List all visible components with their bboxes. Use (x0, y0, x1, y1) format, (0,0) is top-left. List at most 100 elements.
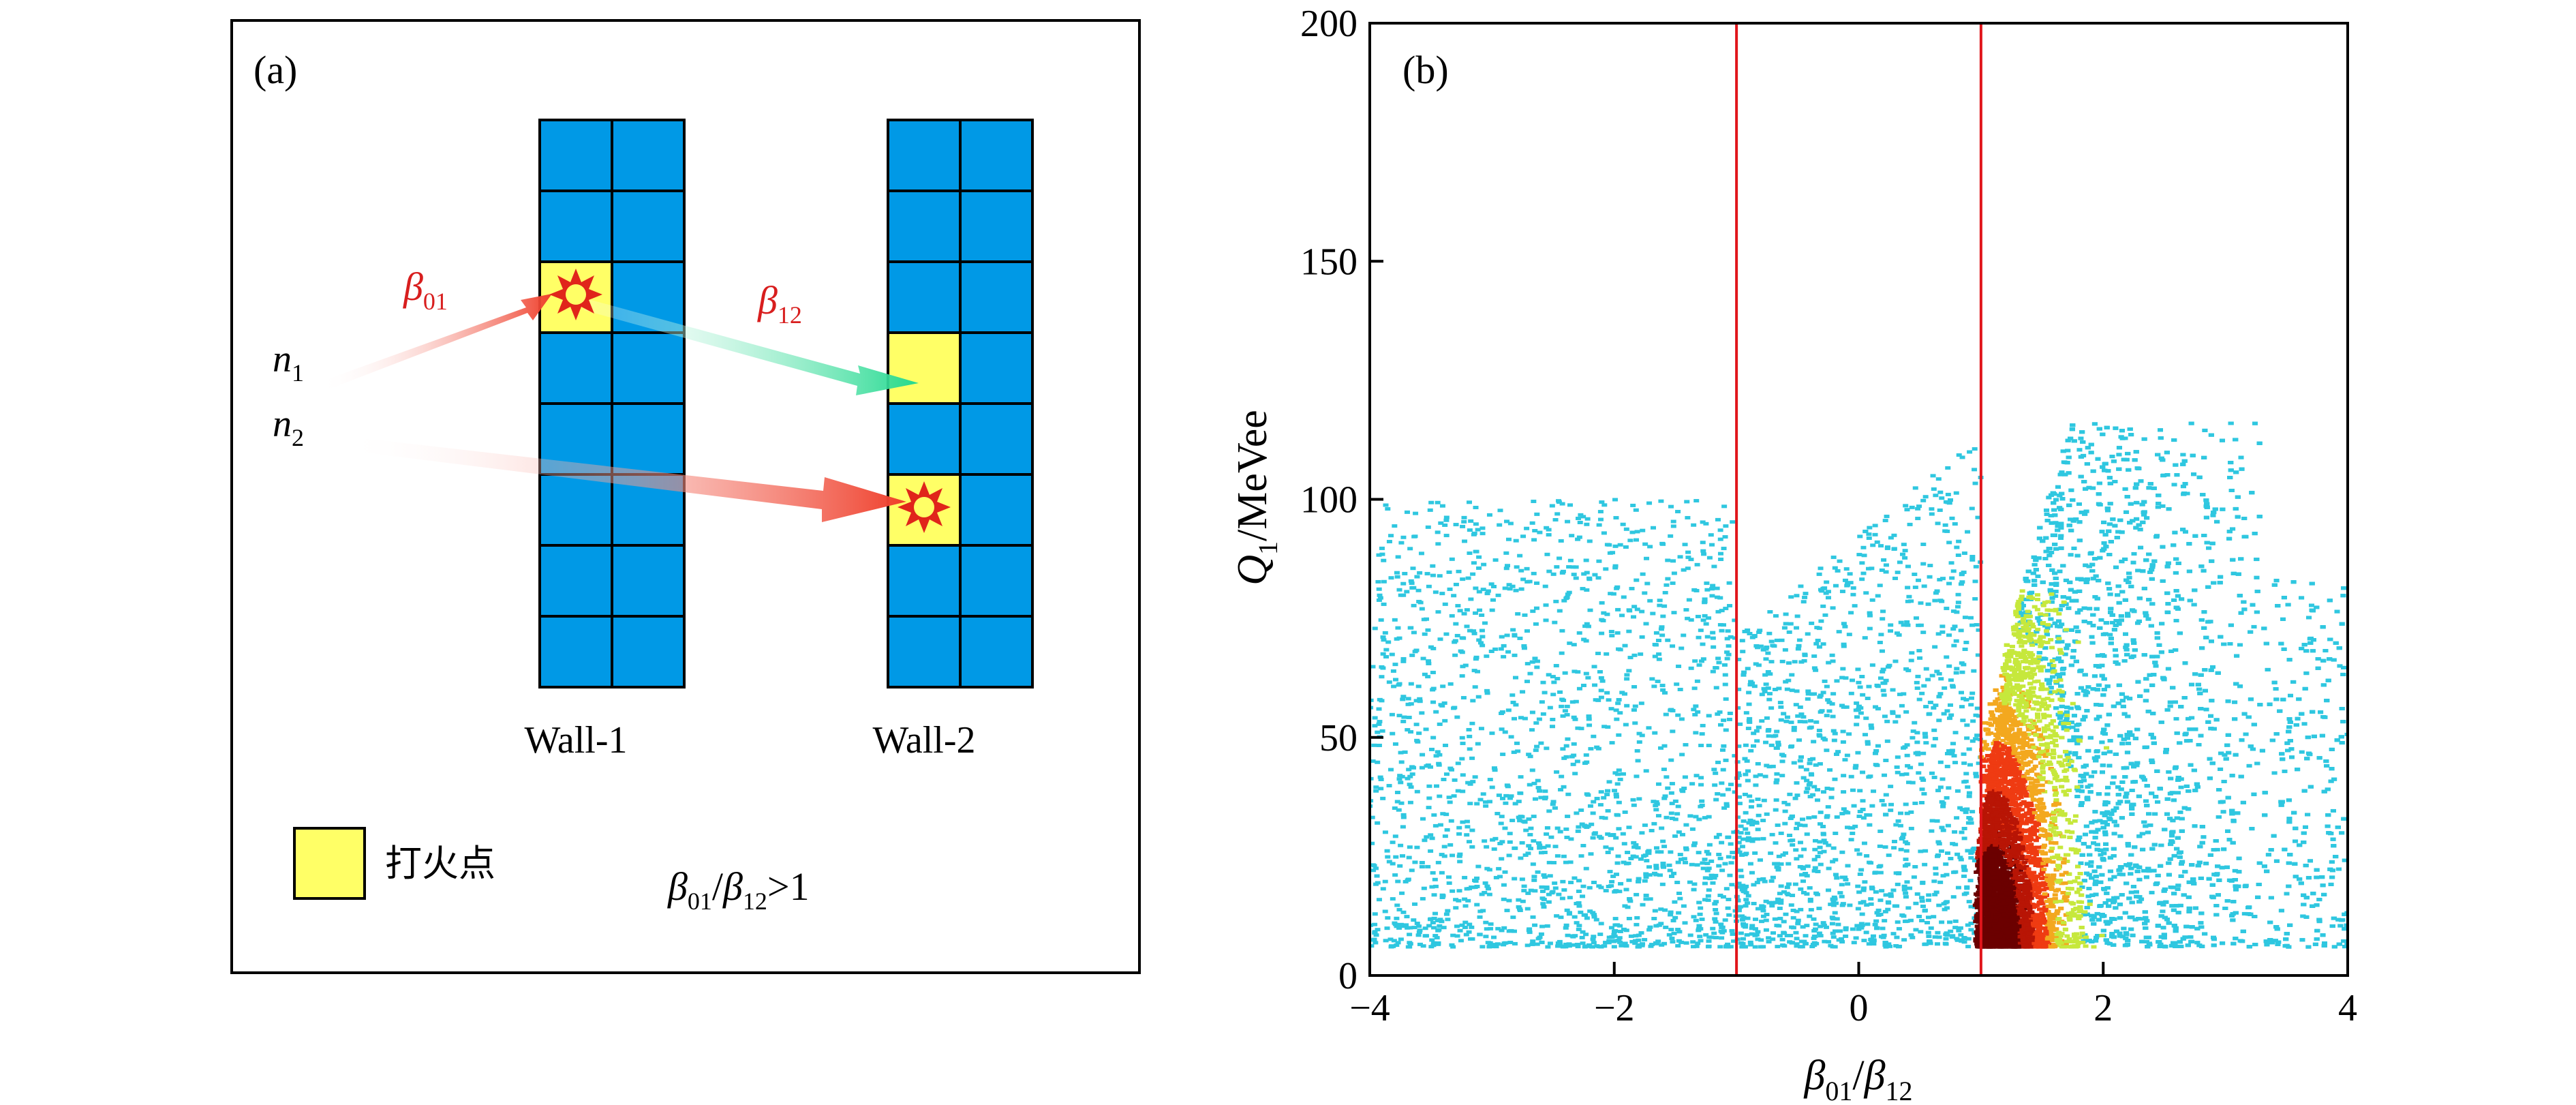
heatmap-bin (1817, 851, 1823, 855)
heatmap-bin (1564, 704, 1570, 708)
heatmap-bin (1895, 571, 1901, 575)
heatmap-bin (1511, 751, 1517, 755)
heatmap-bin (1922, 862, 1928, 866)
heatmap-bin (1587, 608, 1593, 612)
heatmap-bin (1524, 526, 1530, 530)
heatmap-bin (1736, 909, 1742, 913)
heatmap-bin (1906, 781, 1912, 785)
heatmap-bin (1832, 731, 1838, 736)
heatmap-bin (1754, 881, 1760, 885)
heatmap-bin (1748, 805, 1754, 809)
heatmap-bin (1428, 645, 1434, 649)
heatmap-bin (1558, 539, 1564, 543)
heatmap-bin (1588, 746, 1594, 751)
heatmap-bin (1689, 827, 1696, 831)
heatmap-bin (1514, 565, 1520, 569)
heatmap-bin (1844, 753, 1850, 757)
wall-cell (538, 190, 613, 263)
heatmap-bin (1394, 903, 1400, 907)
heatmap-bin (1446, 875, 1452, 879)
heatmap-bin (1584, 571, 1590, 575)
heatmap-bin (1426, 796, 1432, 800)
heatmap-bin (1580, 684, 1586, 688)
heatmap-bin (1601, 531, 1607, 535)
heatmap-bin (1937, 760, 1944, 764)
heatmap-bin (1559, 651, 1565, 655)
heatmap-bin (1420, 944, 1426, 948)
heatmap-bin (1601, 944, 1607, 948)
heatmap-bin (1708, 873, 1715, 877)
heatmap-bin (1850, 927, 1856, 931)
heatmap-bin (1920, 905, 1926, 909)
heatmap-bin (1822, 613, 1828, 617)
heatmap-bin (1442, 718, 1448, 723)
heatmap-bin (1601, 796, 1607, 800)
heatmap-bin (1547, 706, 1553, 710)
heatmap-bin (1824, 714, 1830, 718)
heatmap-bin (1470, 572, 1476, 576)
heatmap-bin (1392, 678, 1398, 682)
heatmap-bin (1683, 608, 1689, 612)
heatmap-bin (1683, 941, 1689, 945)
heatmap-bin (1700, 642, 1706, 646)
heatmap-bin (1522, 853, 1529, 858)
heatmap-bin (1969, 810, 1976, 814)
heatmap-bin (1624, 703, 1630, 708)
heatmap-bin (1608, 630, 1614, 634)
heatmap-bin (1833, 858, 1839, 862)
heatmap-bin (1487, 800, 1493, 804)
heatmap-bin (1435, 530, 1441, 534)
heatmap-bin (1699, 918, 1705, 922)
heatmap-bin (1702, 614, 1708, 618)
heatmap-bin (1879, 799, 1885, 803)
heatmap-bin (1803, 592, 1809, 596)
heatmap-bin (1816, 931, 1822, 935)
heatmap-bin (1873, 748, 1880, 753)
heatmap-bin (1972, 481, 1978, 485)
heatmap-bin (1866, 775, 1872, 779)
heatmap-bin (1450, 853, 1456, 858)
heatmap-bin (1677, 853, 1683, 857)
heatmap-bin (1760, 819, 1766, 823)
heatmap-bin (1818, 811, 1824, 815)
heatmap-bin (1430, 671, 1436, 675)
heatmap-bin (1471, 561, 1477, 565)
heatmap-bin (1816, 907, 1822, 911)
heatmap-bin (1722, 673, 1728, 677)
heatmap-bin (1800, 715, 1807, 719)
heatmap-bin (1655, 639, 1661, 643)
heatmap-bin (1922, 731, 1928, 736)
heatmap-bin (1798, 854, 1804, 858)
heatmap-bin (1768, 743, 1775, 747)
heatmap-bin (1840, 667, 1846, 671)
heatmap-bin (1371, 743, 1377, 747)
heatmap-bin (1839, 883, 1845, 887)
heatmap-bin (1622, 904, 1628, 908)
heatmap-bin (1456, 898, 1462, 903)
heatmap-bin (1811, 785, 1818, 789)
heatmap-bin (1521, 644, 1527, 648)
heatmap-bin (1526, 817, 1532, 821)
heatmap-bin (1952, 624, 1958, 629)
heatmap-bin (1688, 558, 1694, 562)
heatmap-bin (1820, 824, 1826, 828)
heatmap-bin (1894, 935, 1900, 939)
heatmap-bin (1802, 595, 1808, 599)
heatmap-bin (1370, 706, 1374, 710)
heatmap-bin (1426, 659, 1432, 663)
heatmap-bin (1546, 569, 1552, 573)
heatmap-bin (1711, 931, 1717, 935)
heatmap-bin (1745, 667, 1751, 671)
heatmap-bin (1500, 796, 1506, 800)
heatmap-bin (1609, 634, 1615, 638)
heatmap-bin (1591, 881, 1597, 885)
heatmap-bin (1401, 715, 1407, 719)
heatmap-bin (1591, 935, 1597, 939)
heatmap-bin (1721, 623, 1727, 627)
heatmap-bin (1836, 630, 1842, 634)
heatmap-bin (1804, 924, 1810, 928)
heatmap-bin (1910, 935, 1916, 939)
heatmap-bin (1460, 696, 1467, 700)
heatmap-bin (1460, 742, 1466, 746)
heatmap-bin (1868, 897, 1874, 901)
